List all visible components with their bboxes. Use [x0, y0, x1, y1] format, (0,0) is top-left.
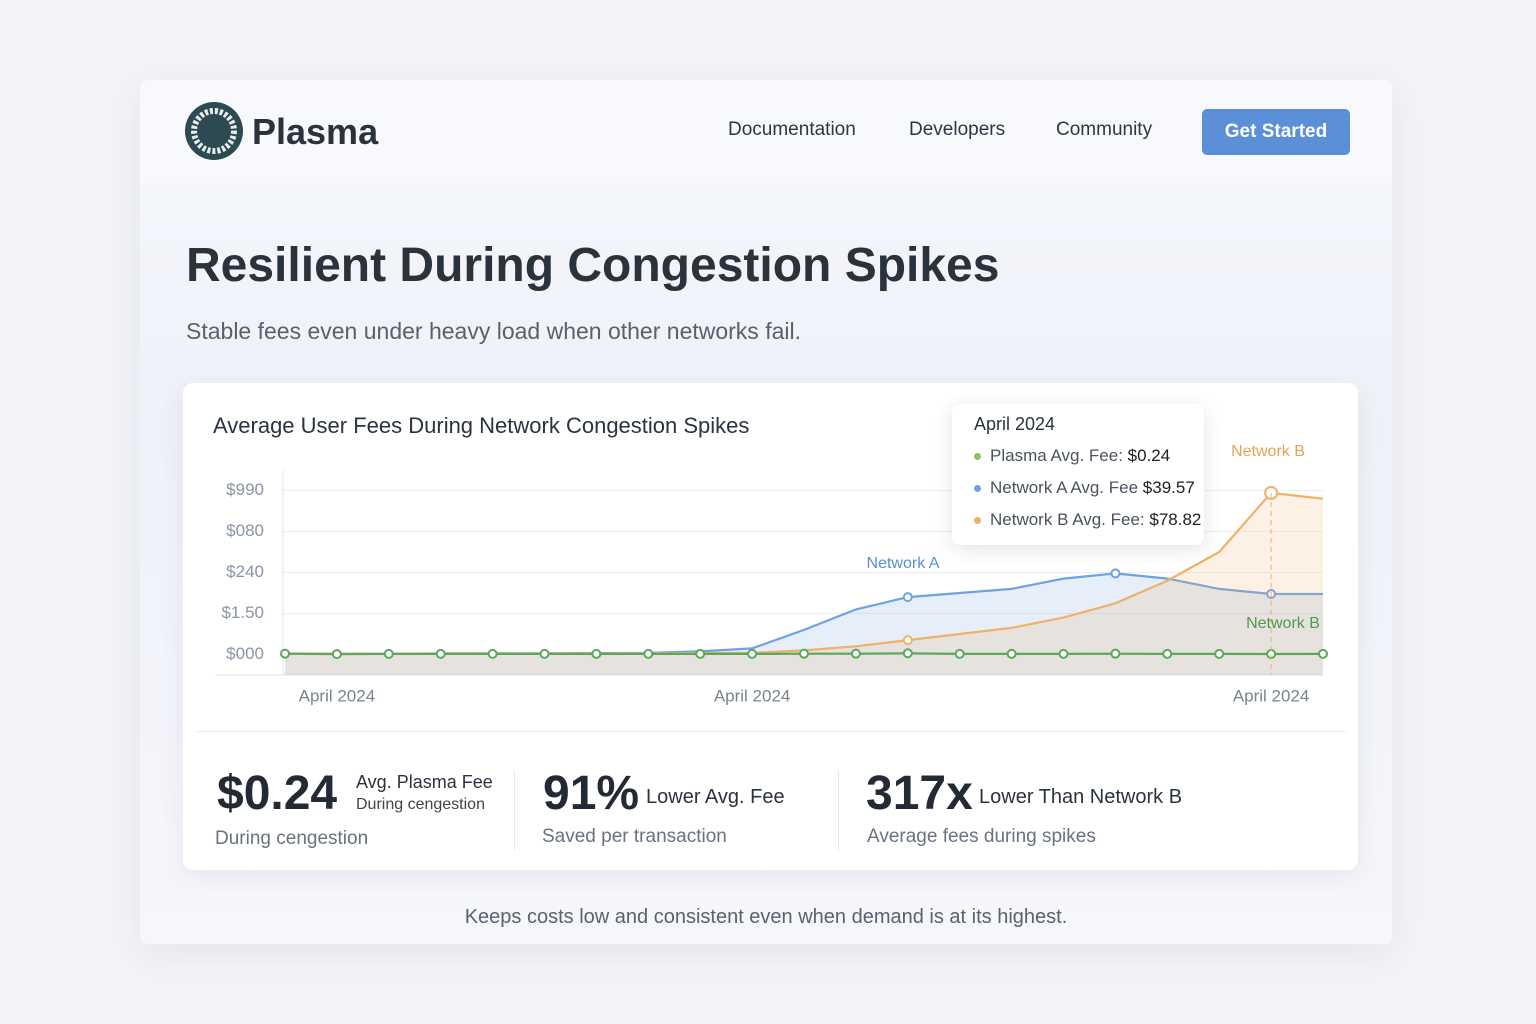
stat-caption: Saved per transaction	[542, 826, 727, 847]
logo-text: Plasma	[252, 111, 379, 152]
point	[902, 592, 913, 603]
point	[850, 648, 861, 659]
point	[902, 635, 913, 646]
annotation: Network B	[1231, 443, 1305, 460]
tooltip-label: Network A Avg. Fee	[990, 478, 1139, 497]
point	[954, 648, 965, 659]
point	[1058, 648, 1069, 659]
point	[1006, 648, 1017, 659]
stat-divider	[514, 770, 515, 850]
annotation: Network A	[867, 555, 940, 572]
stat-caption: During cengestion	[215, 828, 369, 849]
hero-subtitle: Stable fees even under heavy load when o…	[186, 318, 801, 344]
chart-title: Average User Fees During Network Congest…	[213, 413, 750, 438]
point	[695, 648, 706, 659]
nav-link[interactable]: Documentation	[728, 119, 856, 140]
tooltip-title: April 2024	[974, 414, 1056, 434]
tooltip-row: Network B Avg. Fee: $78.82	[990, 510, 1201, 530]
tooltip	[952, 404, 1204, 545]
stat-value: 91%	[543, 767, 640, 820]
nav-link[interactable]: Community	[1056, 119, 1153, 140]
point	[1110, 648, 1121, 659]
point	[539, 648, 550, 659]
logo-icon	[185, 102, 243, 160]
stat-label: Lower Avg. Fee	[646, 786, 785, 808]
cta-button[interactable]: Get Started	[1202, 109, 1350, 155]
footer-text: Keeps costs low and consistent even when…	[464, 906, 1068, 928]
point	[799, 648, 809, 659]
series-area	[285, 492, 1323, 675]
point	[487, 648, 498, 659]
tooltip-value: $0.24	[1127, 446, 1171, 465]
point	[1110, 568, 1121, 579]
point	[902, 648, 913, 659]
stat-caption: Average fees during spikes	[867, 826, 1096, 847]
point	[383, 648, 394, 659]
stat-divider	[838, 770, 839, 850]
hero-title: Resilient During Congestion Spikes	[186, 239, 1000, 292]
header	[140, 80, 1392, 183]
tooltip-label: Network B Avg. Fee:	[990, 510, 1145, 529]
tooltip-dot	[974, 453, 981, 460]
tooltip-value: $39.57	[1142, 478, 1195, 497]
y-tick-label: $000	[226, 644, 264, 663]
stat-note: During cengestion	[356, 796, 485, 813]
point	[435, 648, 446, 659]
point	[1318, 648, 1328, 659]
tooltip-value: $78.82	[1149, 510, 1202, 529]
y-tick-label: $1.50	[221, 603, 264, 622]
stat-label: Lower Than Network B	[979, 786, 1183, 808]
point	[1214, 648, 1225, 659]
stat-value: 317x	[866, 767, 973, 820]
point	[1162, 648, 1173, 659]
tooltip-dot	[974, 517, 981, 524]
point	[331, 649, 342, 660]
tooltip-row: Network A Avg. Fee $39.57	[990, 478, 1195, 498]
stat-value: $0.24	[217, 767, 338, 820]
annotation: Network B	[1246, 615, 1320, 632]
point	[747, 648, 758, 659]
x-tick-label: April 2024	[1233, 686, 1310, 705]
x-tick-label: April 2024	[299, 686, 376, 705]
point	[591, 648, 602, 659]
tooltip-dot	[974, 485, 981, 492]
x-tick-label: April 2024	[714, 686, 791, 705]
tooltip-row: Plasma Avg. Fee: $0.24	[990, 446, 1170, 466]
nav-link[interactable]: Developers	[909, 119, 1006, 140]
divider	[196, 731, 1346, 732]
y-tick-label: $240	[226, 562, 264, 581]
y-tick-label: $080	[226, 521, 264, 540]
point	[643, 648, 654, 659]
y-tick-label: $990	[226, 480, 264, 499]
tooltip-label: Plasma Avg. Fee:	[990, 446, 1123, 465]
stat-label: Avg. Plasma Fee	[356, 772, 493, 792]
point	[280, 648, 290, 659]
